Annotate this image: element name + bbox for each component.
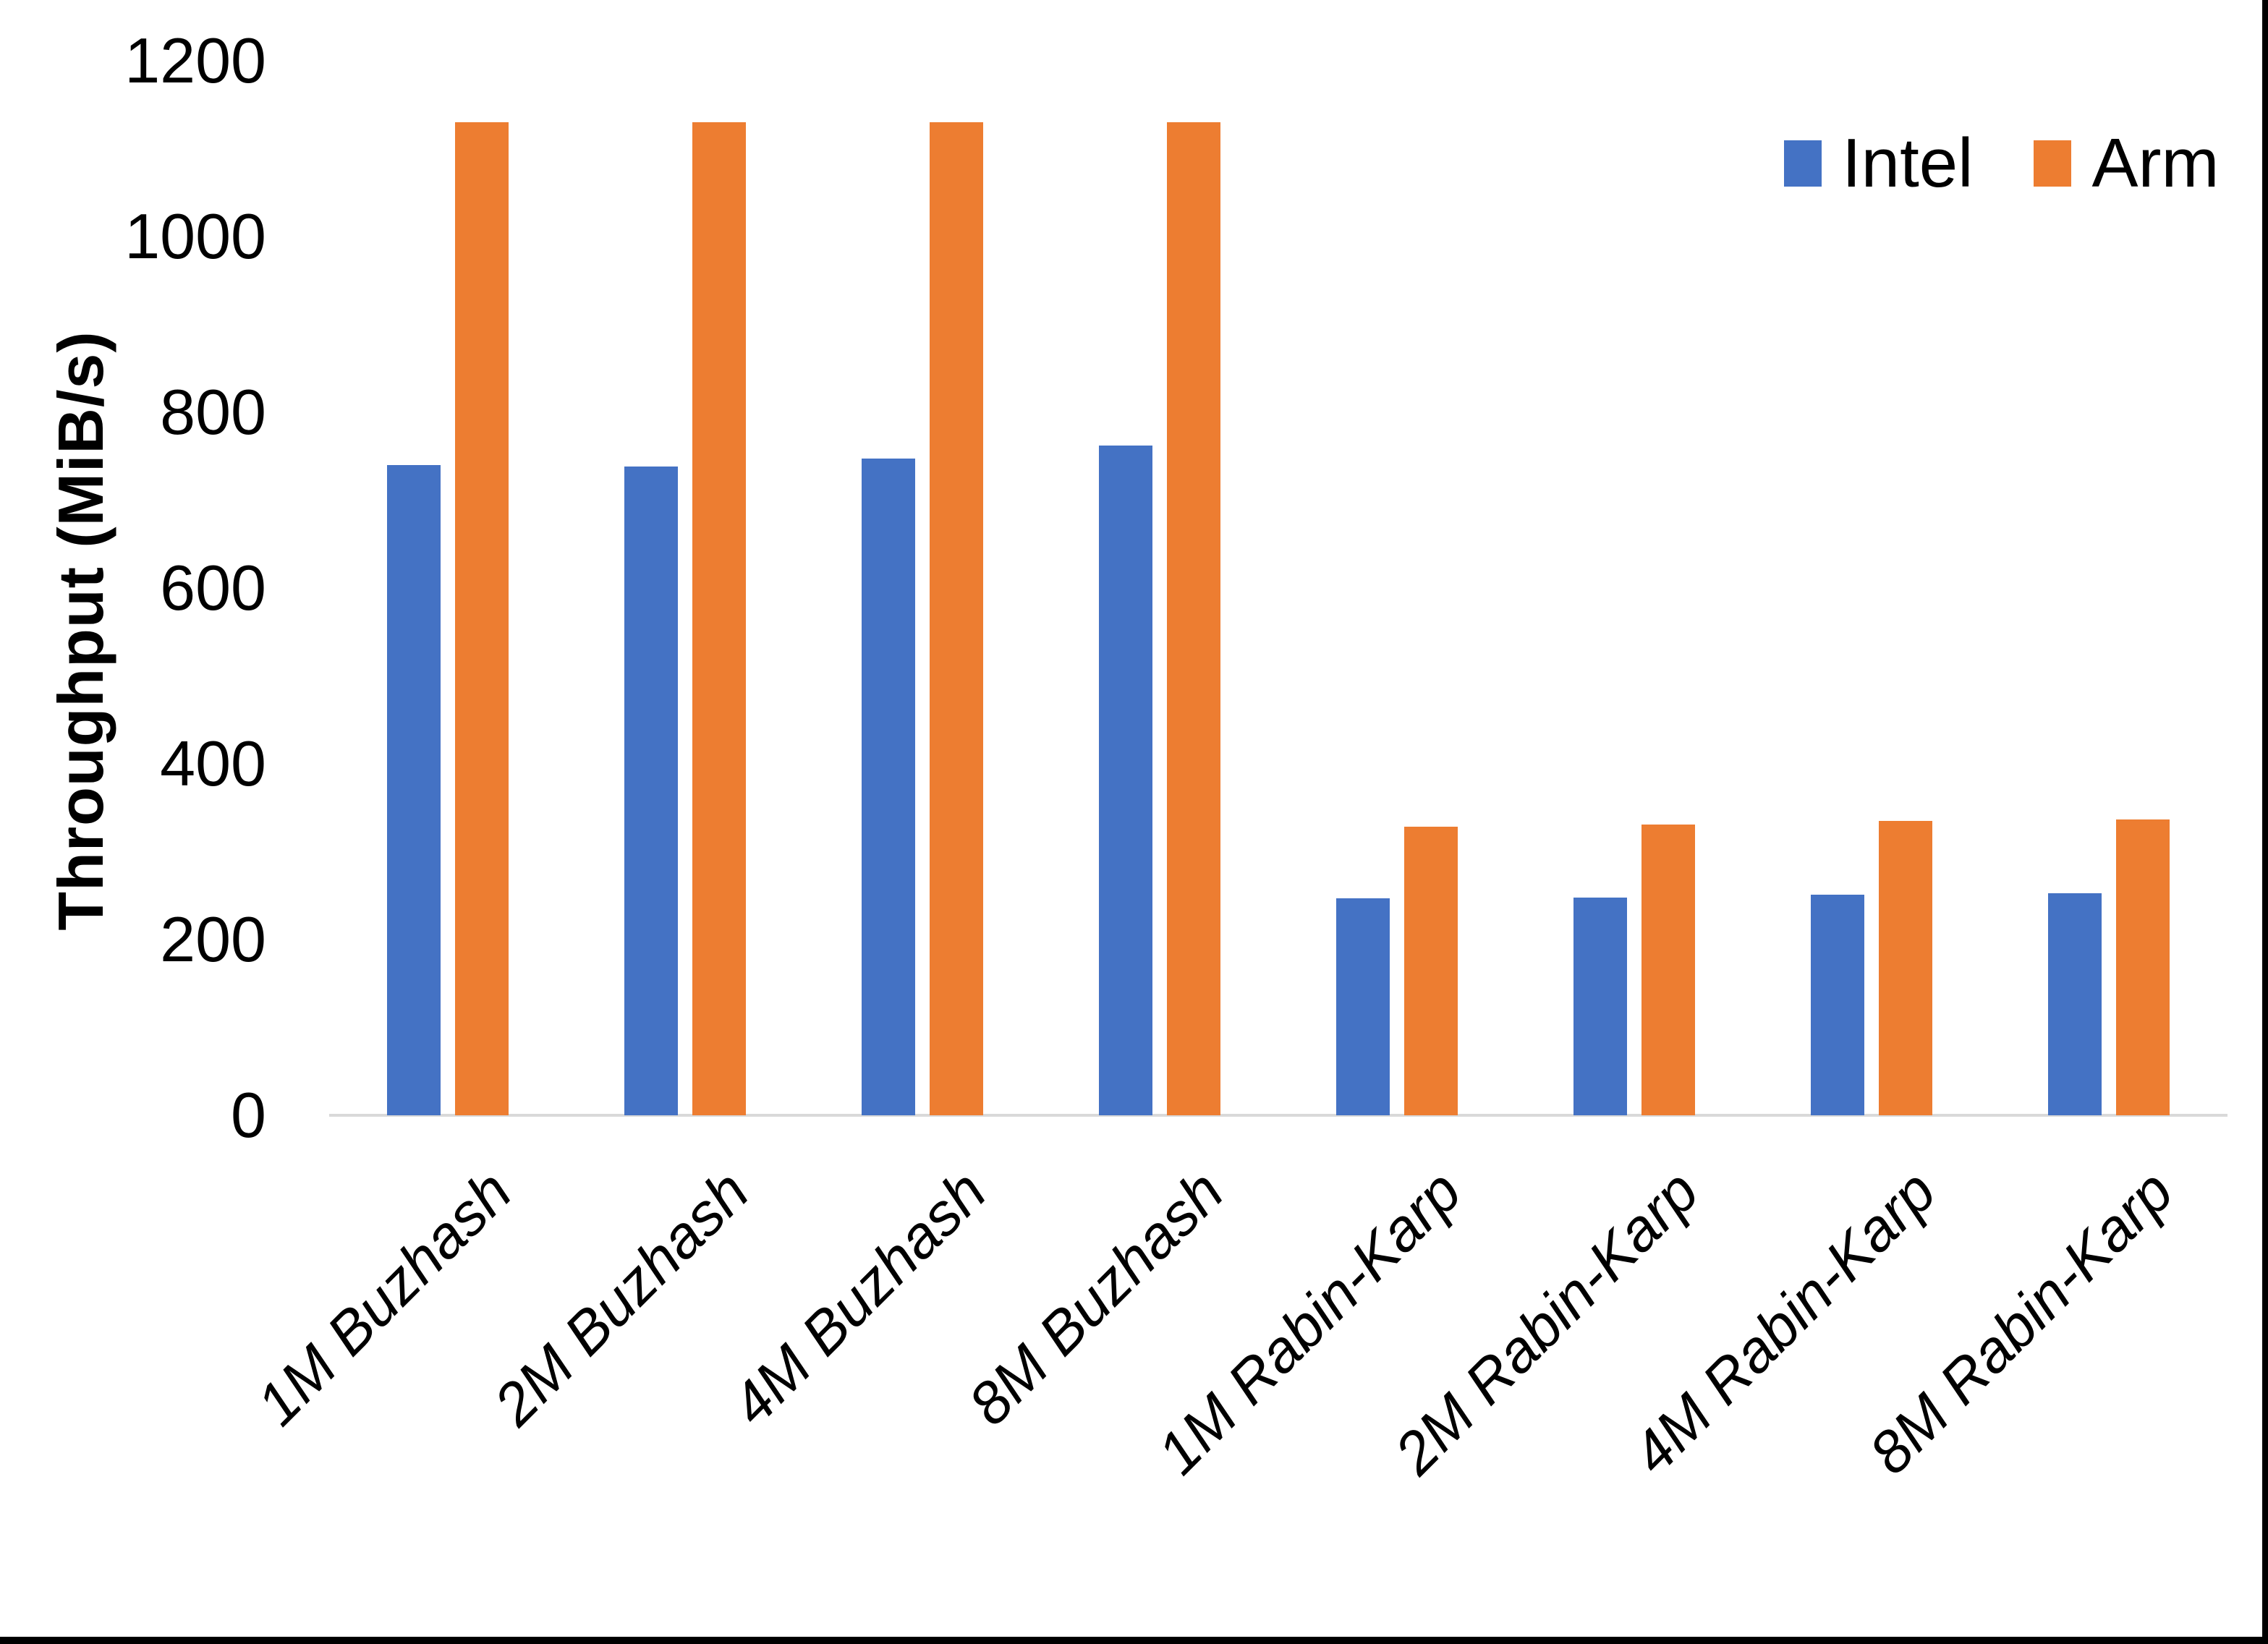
plot-area bbox=[329, 61, 2227, 1117]
bar-intel bbox=[1573, 897, 1627, 1115]
bar-group bbox=[329, 61, 566, 1115]
bar-group bbox=[1516, 61, 1753, 1115]
legend-label-intel: Intel bbox=[1842, 124, 1974, 202]
y-tick-label: 0 bbox=[231, 1079, 266, 1151]
legend-swatch-arm-icon bbox=[2034, 140, 2072, 187]
bar-intel bbox=[2048, 893, 2102, 1115]
y-tick-label: 1000 bbox=[124, 200, 266, 272]
bar-arm bbox=[2116, 819, 2170, 1115]
y-tick-label: 600 bbox=[160, 552, 266, 623]
bar-arm bbox=[692, 122, 746, 1115]
y-tick-label: 800 bbox=[160, 376, 266, 448]
legend: Intel Arm bbox=[1784, 129, 2219, 198]
bar-group bbox=[566, 61, 804, 1115]
bar-group bbox=[1041, 61, 1278, 1115]
bar-arm bbox=[1879, 820, 1932, 1115]
bar-arm bbox=[1404, 827, 1458, 1115]
bar-arm bbox=[930, 122, 983, 1115]
bar-intel bbox=[1099, 446, 1152, 1115]
bar-arm bbox=[1641, 824, 1695, 1115]
bar-group bbox=[1753, 61, 1990, 1115]
bar-arm bbox=[1167, 122, 1220, 1115]
bar-intel bbox=[862, 459, 915, 1115]
bar-group bbox=[1278, 61, 1516, 1115]
y-tick-label: 200 bbox=[160, 903, 266, 975]
bar-intel bbox=[624, 467, 678, 1115]
legend-swatch-intel-icon bbox=[1784, 140, 1822, 187]
x-axis-line bbox=[329, 1114, 2227, 1117]
window-edge-right bbox=[2262, 0, 2268, 1644]
y-tick-label: 400 bbox=[160, 728, 266, 799]
legend-item-intel: Intel bbox=[1784, 129, 1973, 198]
bar-arm bbox=[455, 122, 509, 1115]
y-axis: 0 200 400 600 800 1000 1200 bbox=[0, 0, 266, 1644]
legend-label-arm: Arm bbox=[2091, 124, 2220, 202]
bar-intel bbox=[1336, 898, 1390, 1115]
bar-intel bbox=[1811, 895, 1864, 1115]
y-tick-label: 1200 bbox=[124, 25, 266, 96]
bar-group bbox=[804, 61, 1041, 1115]
bar-group bbox=[1990, 61, 2227, 1115]
legend-item-arm: Arm bbox=[2034, 129, 2219, 198]
bar-intel bbox=[387, 464, 441, 1115]
window-edge-bottom bbox=[0, 1637, 2268, 1644]
